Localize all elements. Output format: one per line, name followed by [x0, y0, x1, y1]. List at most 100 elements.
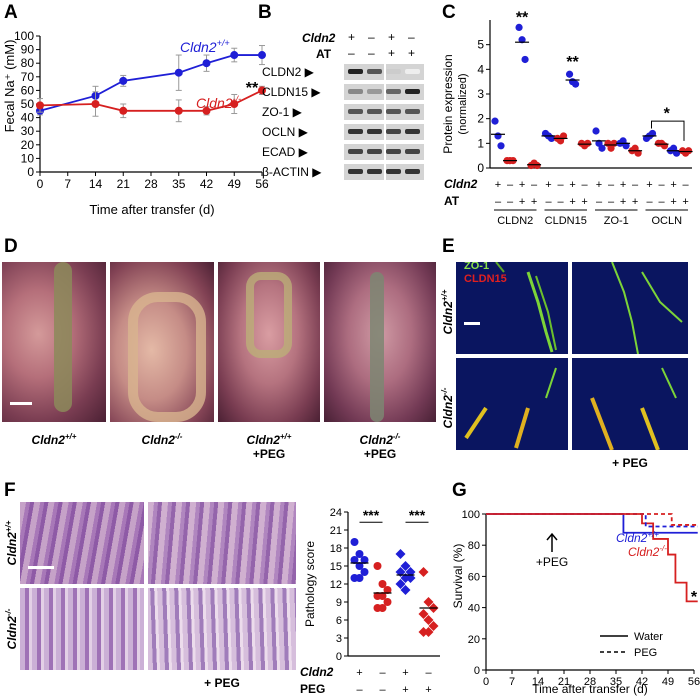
panel-label-e: E: [442, 236, 455, 257]
panel-e-row-label-ko: Cldn2-/-: [440, 368, 456, 448]
row-label: Cldn2+/+: [440, 272, 455, 352]
panel-f-histology: [20, 502, 296, 670]
significance: ***: [363, 507, 380, 523]
x-tick-label: 56: [255, 177, 269, 191]
panel-b-row-at: AT: [316, 47, 332, 61]
if-image-ko: [456, 358, 568, 450]
panel-c-y-label: Protein expression: [441, 54, 455, 153]
data-point: [634, 149, 642, 157]
y-tick-label: 24: [330, 507, 342, 519]
photo-cldn2-wt-peg: [218, 262, 320, 422]
x-tick-label: 7: [64, 177, 71, 191]
blot-band: [367, 169, 382, 174]
blot-band: [348, 169, 363, 174]
data-point: [583, 139, 592, 147]
blot-band: [367, 109, 382, 114]
data-point: [258, 86, 266, 95]
survival-curve: [486, 513, 698, 534]
data-point: [91, 100, 100, 108]
data-point: [202, 106, 211, 115]
photo-cldn2-ko: [110, 262, 214, 422]
cldn2-sign: +: [620, 179, 626, 191]
blot-band: [386, 169, 401, 174]
blot-band: [405, 89, 420, 94]
at-sign: +: [581, 196, 587, 208]
panel-d-photos: [2, 262, 436, 422]
x-tick-label: 28: [584, 676, 596, 688]
x-tick-label: 49: [228, 177, 242, 191]
peg-arrow-icon: [546, 532, 558, 552]
row-label-text: Cldn2: [5, 616, 19, 650]
panel-g-chart: 0 20 40 60 80 100 0 7 14 21 28 35 42 49 56 Survival (%…: [451, 509, 700, 696]
panel-e-images: ZO-1 CLDN15: [456, 262, 688, 450]
y-tick-label: 30: [21, 124, 35, 138]
blot-band: [348, 129, 363, 134]
colon: [370, 272, 384, 422]
significance: **: [566, 54, 579, 71]
at-sign: –: [495, 196, 502, 208]
y-tick-label: 4: [477, 62, 484, 76]
cldn2-sign: +: [569, 179, 575, 191]
y-tick-label: 60: [21, 83, 35, 97]
if-overlay: [464, 367, 557, 449]
y-tick-label: 0: [477, 161, 484, 175]
data-point: [383, 598, 392, 606]
panel-label-g: G: [452, 480, 467, 501]
data-point: [36, 101, 44, 110]
y-tick-label: 21: [330, 525, 342, 537]
blot-label: β-ACTIN ▶: [262, 165, 322, 179]
data-point: [418, 609, 429, 619]
blot-band: [405, 129, 420, 134]
data-point: [565, 70, 574, 78]
if-image-ko-peg: [572, 358, 688, 450]
row-label-text: Cldn2: [5, 532, 19, 566]
at-sign: +: [569, 196, 575, 208]
blot-band: [367, 69, 382, 74]
histo-wt-peg: [148, 502, 296, 584]
cldn2-sign: –: [608, 179, 615, 191]
sign: –: [368, 46, 375, 60]
x-tick-label: 35: [610, 676, 622, 688]
data-point: [571, 80, 580, 88]
at-sign: –: [557, 196, 564, 208]
row-label-sup: +/+: [440, 289, 449, 302]
panel-label-a: A: [4, 2, 18, 23]
panel-a-significance: **: [246, 80, 259, 97]
colon: [54, 262, 72, 412]
y-tick-label: 100: [14, 29, 34, 43]
data-point: [230, 100, 239, 108]
blot-band: [367, 149, 382, 154]
peg-annotation: +PEG: [536, 555, 568, 569]
caption-text: Cldn2: [141, 433, 175, 447]
data-point: [230, 51, 239, 60]
x-tick-label: 0: [483, 676, 489, 688]
scale-bar: [10, 402, 32, 405]
at-sign: +: [519, 196, 525, 208]
blot-band: [348, 69, 363, 74]
cldn2-sign: –: [632, 179, 639, 191]
stain-zo1-label: ZO-1: [464, 262, 490, 272]
if-image-wt: ZO-1 CLDN15: [456, 262, 568, 354]
scale-bar: [28, 566, 54, 569]
y-tick-label: 20: [21, 138, 35, 152]
photo-cldn2-ko-peg: [324, 262, 436, 422]
blot-band: [405, 109, 420, 114]
data-point: [350, 538, 359, 546]
y-tick-label: 3: [336, 633, 342, 645]
data-point: [592, 127, 600, 135]
blot-band: [348, 109, 363, 114]
peg-sign: +: [402, 684, 408, 696]
blot-band: [367, 129, 382, 134]
y-tick-label: 1: [477, 136, 484, 150]
panel-c-y-label2: (normalized): [457, 73, 469, 134]
y-tick-label: 15: [330, 561, 342, 573]
sign: +: [388, 30, 396, 44]
y-tick-label: 20: [468, 634, 480, 646]
at-sign: +: [531, 196, 537, 208]
cldn2-sign: +: [402, 667, 408, 679]
cldn2-sign: –: [582, 179, 589, 191]
panel-c-row-cldn2: Cldn2: [444, 177, 478, 191]
y-tick-label: 50: [21, 97, 35, 111]
